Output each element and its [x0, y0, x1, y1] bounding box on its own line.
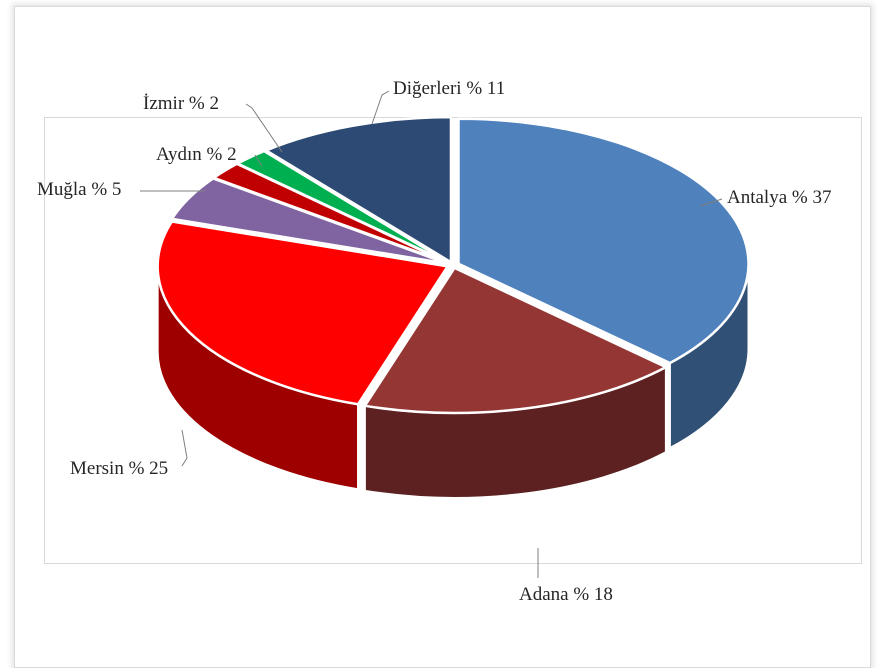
pie-slice-adana: [363, 266, 668, 415]
data-labels: Antalya % 37 Adana % 18 Mersin % 25 Muğl…: [37, 78, 831, 605]
leader-line-izmir: [245, 103, 283, 153]
leader-line-aydin: [254, 154, 263, 167]
pie-sides: [156, 263, 750, 499]
data-label-digerleri: Diğerleri % 11: [393, 78, 505, 99]
pie-slice-izmir: [236, 149, 451, 265]
pie-slice-antalya: [457, 117, 750, 365]
pie-slice-mersin: [156, 220, 449, 406]
leader-line-antalya: [699, 198, 723, 207]
data-label-mersin: Mersin % 25: [70, 458, 168, 479]
pie-slice-digerleri: [264, 115, 453, 264]
pie-chart: Antalya % 37 Adana % 18 Mersin % 25 Muğl…: [37, 78, 831, 605]
pie-tops: [156, 115, 750, 415]
label-leaders: [140, 90, 723, 578]
data-label-izmir: İzmir % 2: [143, 93, 219, 114]
data-label-adana: Adana % 18: [519, 584, 613, 605]
data-label-aydin: Aydın % 2: [156, 144, 237, 165]
leader-line-digerleri: [371, 90, 390, 125]
plot-area: [44, 117, 862, 564]
leader-line-mersin: [181, 429, 188, 467]
data-label-antalya: Antalya % 37: [727, 187, 831, 208]
data-label-mugla: Muğla % 5: [37, 179, 121, 200]
